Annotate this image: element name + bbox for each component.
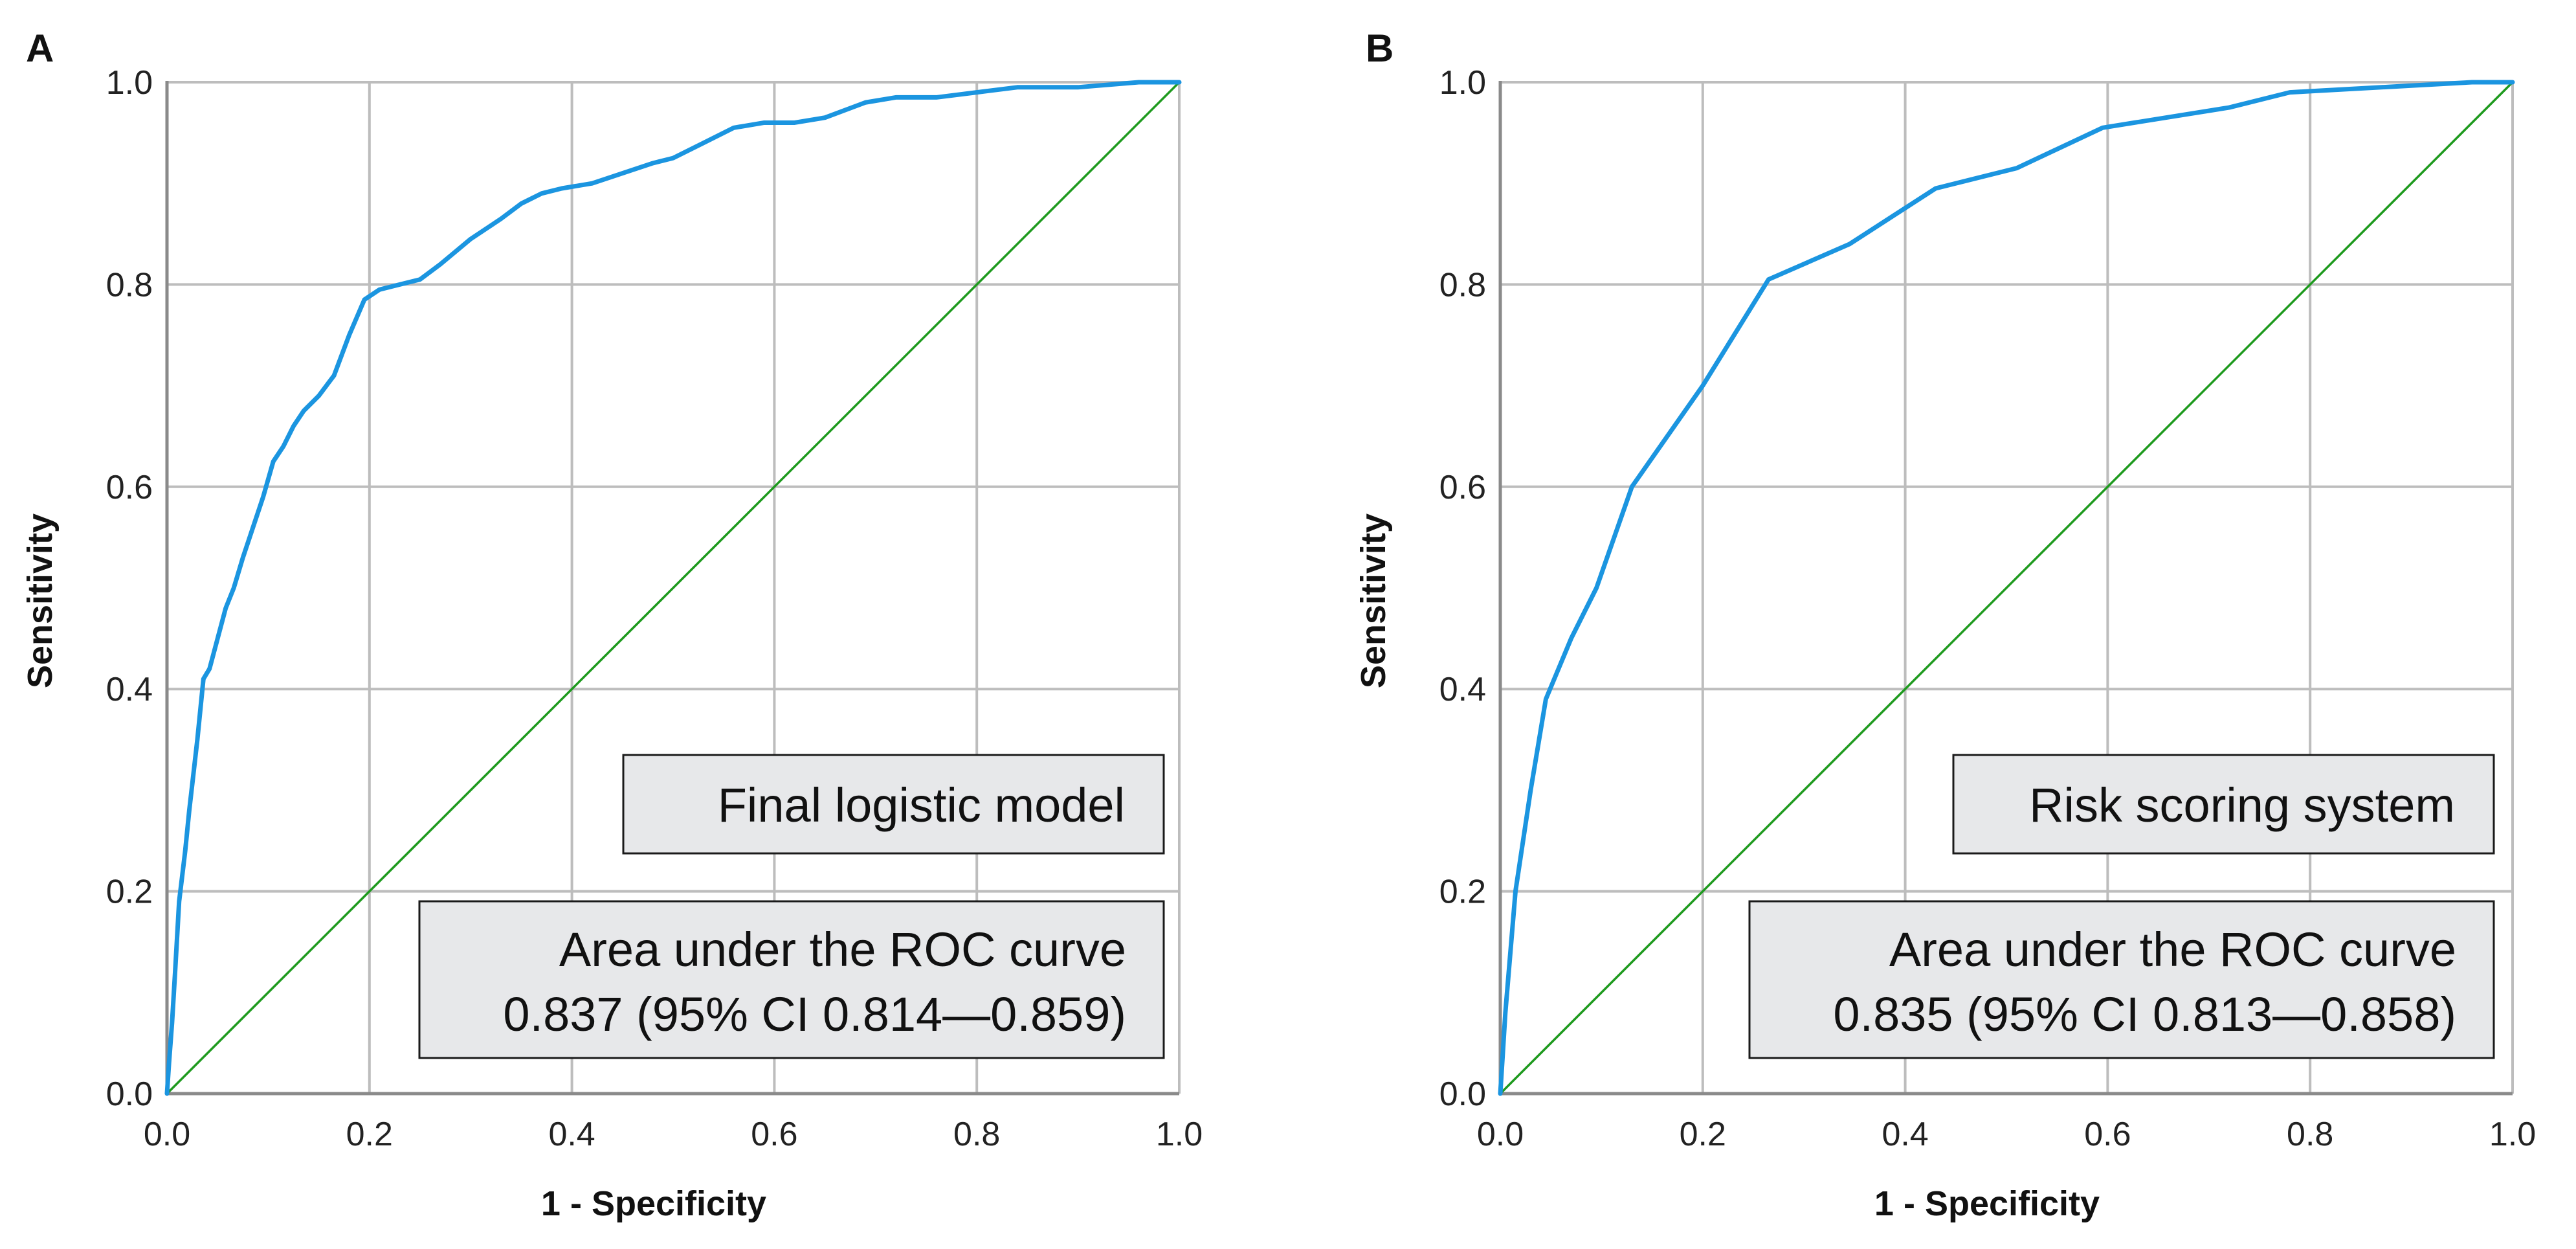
y-tick-label: 0.6 [1439,469,1486,506]
y-tick-label: 0.0 [1439,1075,1486,1113]
y-tick-label: 0.4 [1439,671,1486,708]
auc-value: 0.837 (95% CI 0.814—0.859) [503,987,1126,1041]
roc-panel-a: 0.0 0.2 0.4 0.6 0.8 1.0 0.0 0.2 0.4 0.6 0.8 1.0 1 - … [21,27,1203,1223]
y-axis-title: Sensitivity [1354,513,1393,688]
x-tick-label: 0.2 [1680,1116,1726,1153]
roc-panel-b: 0.0 0.2 0.4 0.6 0.8 1.0 0.0 0.2 0.4 0.6 0.8 1.0 1 - … [1354,27,2536,1223]
x-tick-label: 0.2 [346,1116,393,1153]
y-tick-label: 1.0 [1439,64,1486,102]
x-tick-label: 0.8 [2287,1116,2333,1153]
x-tick-label: 1.0 [2489,1116,2536,1153]
y-tick-label: 0.2 [1439,873,1486,911]
x-tick-label: 0.0 [1477,1116,1524,1153]
x-tick-label: 0.4 [1882,1116,1928,1153]
y-tick-label: 0.8 [1439,266,1486,304]
y-tick-label: 0.2 [106,873,153,911]
x-tick-label: 0.0 [144,1116,190,1153]
auc-title: Area under the ROC curve [559,923,1126,976]
y-tick-label: 0.0 [106,1075,153,1113]
roc-curve [164,80,1182,1096]
model-label-box [1952,754,2495,855]
y-tick-label: 0.8 [106,266,153,304]
reference-line [1499,81,2514,1095]
model-label-box [622,754,1165,855]
y-tick-label: 0.4 [106,671,153,708]
panel-letter: B [1366,27,1393,70]
model-label: Risk scoring system [2029,778,2455,832]
auc-box [1748,900,2495,1059]
auc-title: Area under the ROC curve [1889,923,2456,976]
x-axis-title: 1 - Specificity [541,1184,766,1223]
model-label: Final logistic model [718,778,1125,832]
x-tick-label: 0.6 [2084,1116,2131,1153]
y-tick-label: 0.6 [106,469,153,506]
x-tick-label: 0.6 [751,1116,797,1153]
auc-box [418,900,1165,1059]
y-tick-label: 1.0 [106,64,153,102]
roc-curve [1498,80,2515,1096]
x-axis-title: 1 - Specificity [1874,1184,2100,1223]
panel-letter: A [26,27,54,70]
auc-value: 0.835 (95% CI 0.813—0.858) [1833,987,2456,1041]
x-tick-label: 1.0 [1156,1116,1203,1153]
x-tick-label: 0.8 [953,1116,1000,1153]
x-tick-label: 0.4 [548,1116,595,1153]
reference-line [166,81,1181,1095]
y-axis-title: Sensitivity [21,513,60,688]
